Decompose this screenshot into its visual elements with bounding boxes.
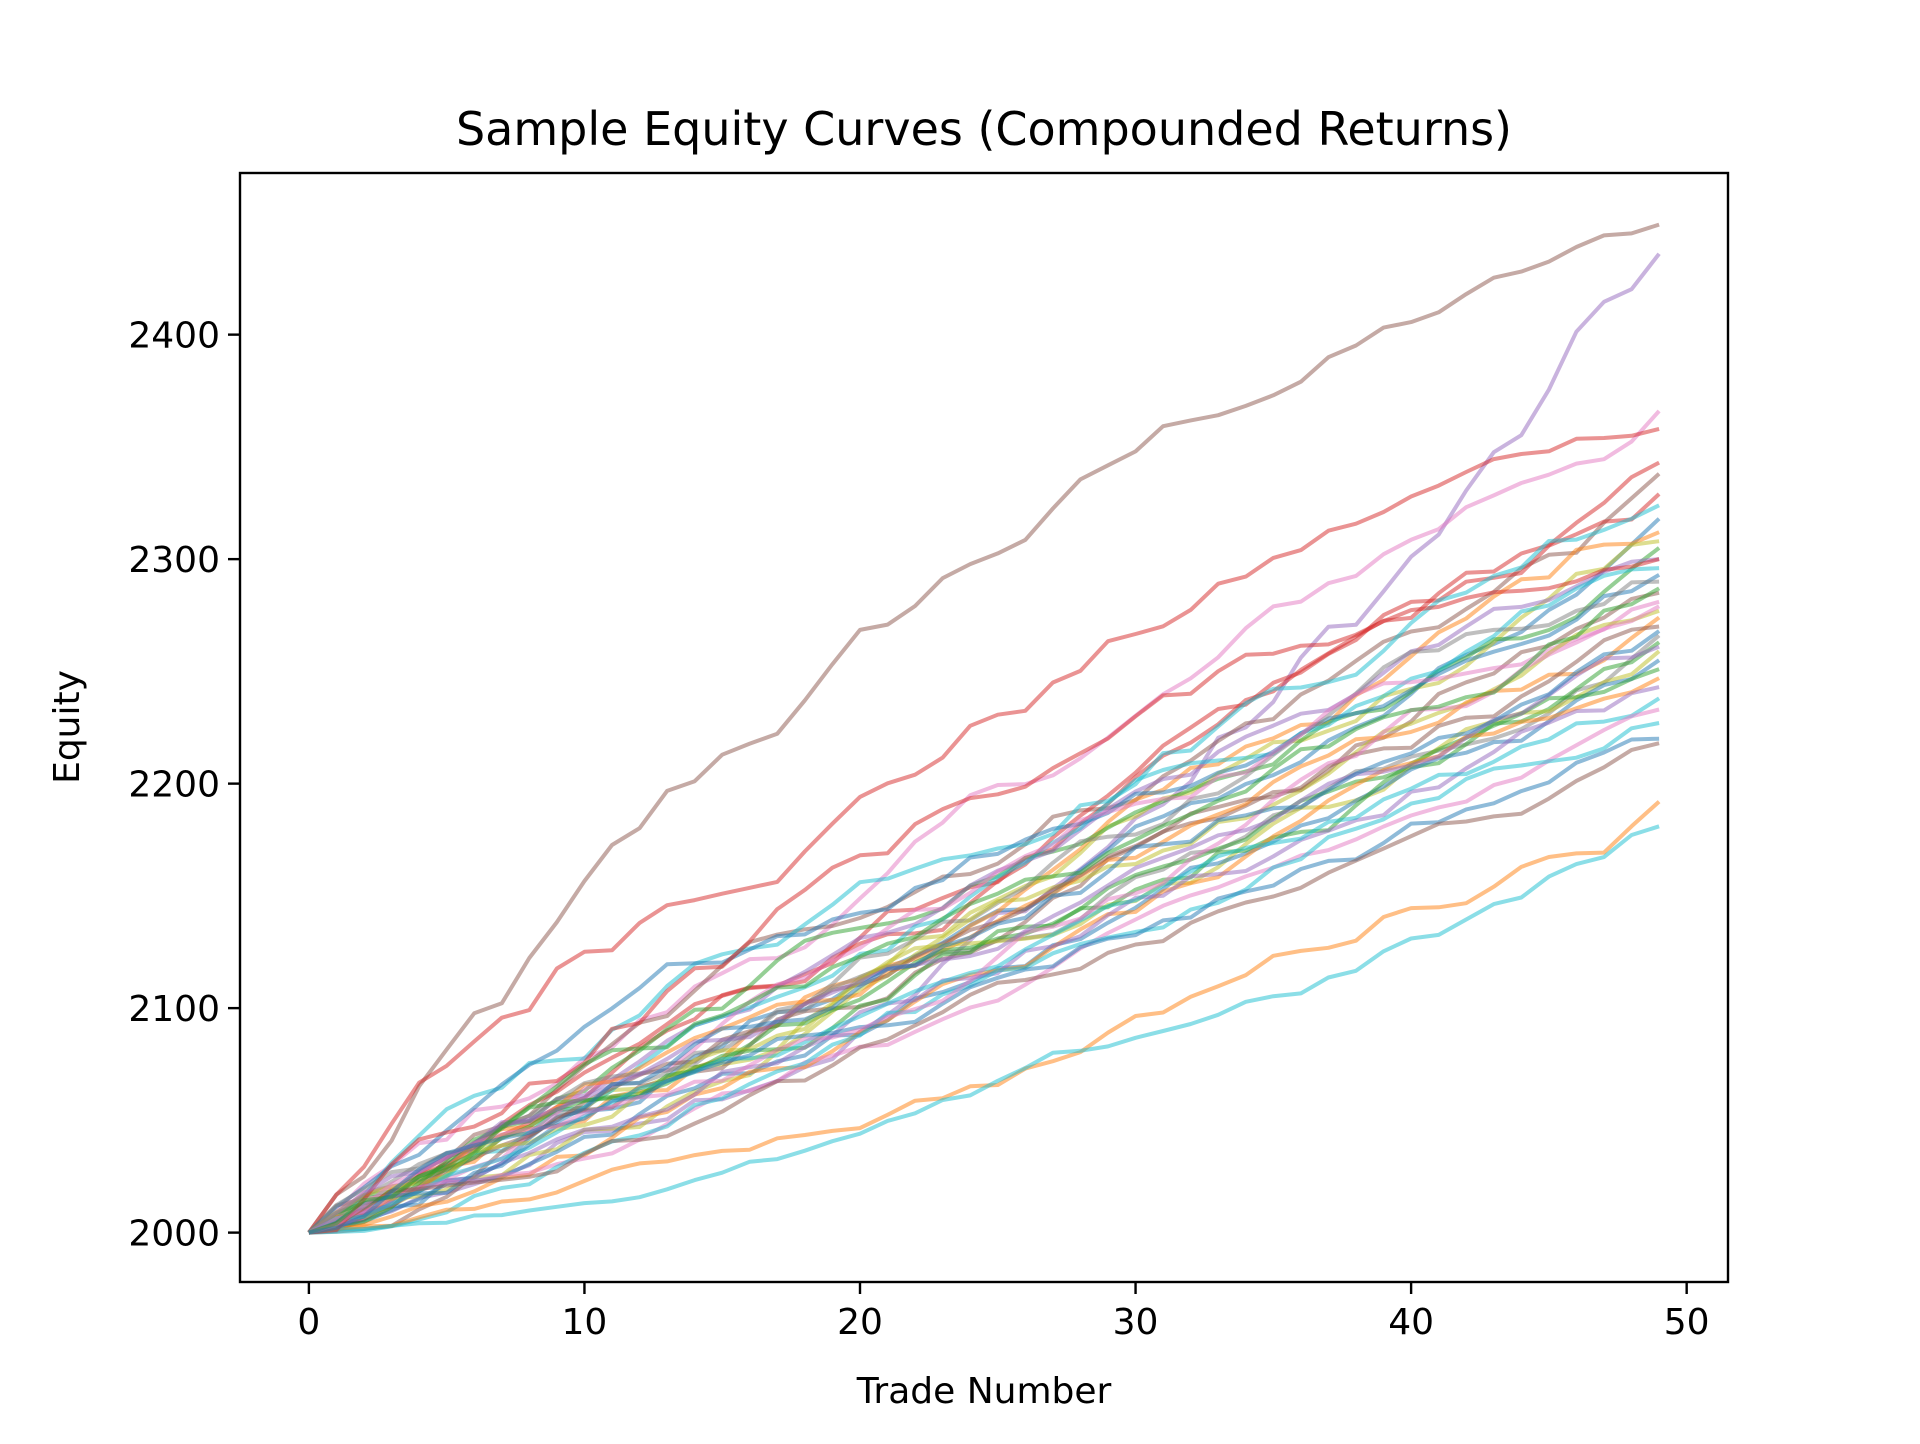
equity-curve-1 xyxy=(307,222,1660,1234)
equity-curve-30 xyxy=(307,707,1660,1235)
x-tick-label: 10 xyxy=(562,1302,608,1343)
equity-curve-19 xyxy=(307,608,1660,1235)
equity-curve-15 xyxy=(307,573,1661,1235)
equity-curve-39 xyxy=(308,586,1661,1235)
equity-curve-36 xyxy=(308,557,1660,1235)
curves-layer xyxy=(307,222,1661,1235)
equity-curve-26 xyxy=(308,667,1660,1235)
equity-curve-32 xyxy=(308,736,1660,1235)
x-tick-label: 40 xyxy=(1388,1302,1434,1343)
equity-curve-28 xyxy=(308,685,1660,1235)
plot-frame xyxy=(238,171,1730,1284)
equity-curve-34 xyxy=(308,800,1661,1235)
equity-curve-4 xyxy=(307,426,1660,1234)
y-tick-label: 2000 xyxy=(128,1214,220,1255)
equity-curve-38 xyxy=(307,644,1660,1235)
y-axis-label: Equity xyxy=(47,670,88,784)
equity-curve-40 xyxy=(308,629,1661,1235)
y-tick-label: 2100 xyxy=(128,989,220,1030)
equity-curve-31 xyxy=(308,721,1660,1235)
chart-title: Sample Equity Curves (Compounded Returns… xyxy=(456,102,1512,156)
x-tick-label: 30 xyxy=(1113,1302,1159,1343)
y-tick-label: 2300 xyxy=(128,540,220,581)
x-tick-label: 50 xyxy=(1664,1302,1710,1343)
equity-curve-3 xyxy=(307,409,1661,1235)
equity-curve-33 xyxy=(308,741,1660,1235)
x-tick-label: 0 xyxy=(297,1302,320,1343)
y-axis-ticks: 2000 2100 2200 2300 2400 xyxy=(128,316,240,1255)
y-tick-label: 2200 xyxy=(128,765,220,806)
x-tick-label: 20 xyxy=(837,1302,883,1343)
x-axis-ticks: 0 10 20 30 40 50 xyxy=(297,1282,1710,1343)
y-tick-label: 2400 xyxy=(128,316,220,357)
x-axis-label: Trade Number xyxy=(856,1371,1112,1412)
equity-curve-35 xyxy=(308,824,1660,1235)
